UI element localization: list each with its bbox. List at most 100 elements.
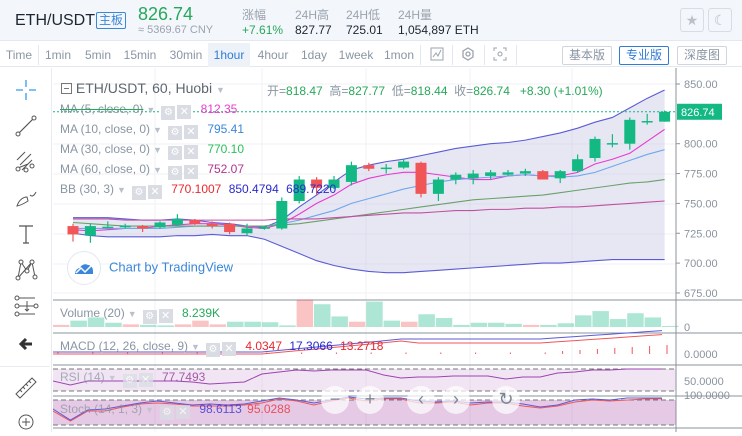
indicator-legend-bb[interactable]: BB (30, 3) ▼ ⚙ ✕ 770.1007 850.4794 689.7220 — [60, 182, 337, 200]
svg-text:750.00: 750.00 — [684, 198, 718, 210]
scroll-right-icon: › — [453, 389, 459, 409]
gear-icon[interactable]: ⚙ — [159, 406, 174, 420]
macd-legend[interactable]: MACD (12, 26, close, 9) ▼ ⚙ ✕ 4.0347 17.306… — [60, 339, 384, 357]
interval-1hour[interactable]: 1hour — [208, 43, 250, 67]
drawing-toolbar — [0, 68, 52, 432]
svg-text:0: 0 — [684, 322, 690, 334]
close-icon[interactable]: ✕ — [158, 309, 173, 323]
interval-4hour[interactable]: 4hour — [257, 48, 289, 62]
indicator-legend-ma10[interactable]: MA (10, close, 0) ▼ ⚙ ✕ 795.41 — [60, 122, 245, 140]
tradingview-watermark[interactable]: Chart by TradingView — [67, 251, 233, 285]
theme-toggle-button[interactable]: ☾ — [708, 8, 732, 32]
indicator-legend-ma30[interactable]: MA (30, close, 0) ▼ ⚙ ✕ 770.10 — [60, 142, 245, 160]
interval-5min[interactable]: 5min — [84, 48, 111, 62]
indicator-legend-ma5[interactable]: MA (5, close, 0) ▼ ⚙ ✕ 812.35 — [60, 102, 238, 120]
interval-1day[interactable]: 1day — [300, 48, 328, 62]
gear-icon[interactable]: ⚙ — [205, 343, 220, 357]
stoch-legend[interactable]: Stoch (14, 1, 3) ▼ ⚙ ✕ 98.6113 95.0288 — [60, 402, 291, 420]
text-icon[interactable] — [12, 220, 40, 248]
brush-icon[interactable] — [12, 184, 40, 212]
settings-icon — [462, 47, 474, 61]
collapse-icon[interactable] — [61, 83, 72, 94]
moon-icon: ☾ — [713, 12, 727, 28]
zoom-out-icon: − — [329, 389, 341, 409]
stat-volume: 24H量 1,054,897 ETH — [398, 8, 479, 37]
scroll-right-button[interactable]: › — [442, 386, 470, 414]
interval-15min[interactable]: 15min — [123, 48, 157, 62]
stat-low: 24H低 725.01 — [346, 8, 383, 37]
board-tag[interactable]: 主板 — [96, 12, 127, 29]
screenshot-icon — [493, 47, 507, 61]
svg-text:800.00: 800.00 — [684, 139, 718, 151]
close-icon[interactable]: ✕ — [183, 145, 198, 159]
interval-1min[interactable]: 1min — [44, 48, 71, 62]
close-icon[interactable]: ✕ — [221, 342, 236, 356]
ticker-header: ETH/USDT 主板 826.74 ≈ 5369.67 CNY 涨幅 +7.6… — [0, 0, 742, 41]
mode-basic-button[interactable]: 基本版 — [562, 46, 613, 65]
zoom-in-icon[interactable] — [12, 408, 40, 436]
measure-levels-icon[interactable] — [12, 292, 40, 320]
rsi-legend[interactable]: RSI (14) ▼ ⚙ ✕ 77.7493 — [60, 370, 206, 388]
crosshair-icon[interactable] — [12, 76, 40, 104]
stat-high: 24H高 827.77 — [295, 8, 332, 37]
gear-icon[interactable]: ⚙ — [142, 310, 157, 324]
zoom-in-icon: + — [364, 389, 376, 409]
favorite-button[interactable]: ★ — [680, 8, 704, 32]
svg-text:775.00: 775.00 — [684, 169, 718, 181]
stat-change: 涨幅 +7.61% — [242, 8, 284, 37]
close-icon[interactable]: ✕ — [183, 165, 198, 179]
volume-legend[interactable]: Volume (20) ▼ ⚙ ✕ 8.239K — [60, 306, 221, 324]
gear-icon[interactable]: ⚙ — [122, 374, 137, 388]
indicator-icon — [430, 47, 444, 61]
price-chart[interactable]: 850.00 800.00 775.00 750.00 725.00 700.00 675.… — [53, 68, 742, 432]
close-icon[interactable]: ✕ — [177, 105, 192, 119]
interval-toolbar: Time 1min 5min 15min 30min 1hour 4hour 1… — [0, 43, 742, 67]
interval-1mon[interactable]: 1mon — [383, 48, 415, 62]
close-icon[interactable]: ✕ — [175, 405, 190, 419]
reset-icon: ↻ — [498, 389, 514, 409]
star-icon: ★ — [685, 12, 699, 28]
pair-name: ETH/USDT — [15, 12, 95, 29]
mode-pro-button[interactable]: 专业版 — [619, 46, 670, 65]
zoom-out-button[interactable]: − — [321, 386, 349, 414]
interval-30min[interactable]: 30min — [169, 48, 203, 62]
gear-icon[interactable]: ⚙ — [167, 166, 182, 180]
svg-text:725.00: 725.00 — [684, 228, 718, 240]
svg-text:675.00: 675.00 — [684, 288, 718, 300]
close-icon[interactable]: ✕ — [183, 125, 198, 139]
gear-icon[interactable]: ⚙ — [167, 146, 182, 160]
gear-icon[interactable]: ⚙ — [161, 106, 176, 120]
screenshot-button[interactable] — [488, 43, 512, 67]
gear-icon[interactable]: ⚙ — [131, 186, 146, 200]
ohlc-legend: 开=818.47 高=827.77 低=818.44 收=826.74 +8.3… — [267, 84, 603, 98]
chart-area[interactable]: 850.00 800.00 775.00 750.00 725.00 700.00 675.… — [53, 68, 742, 432]
chevron-down-icon[interactable]: ▼ — [215, 85, 225, 95]
pattern-icon[interactable] — [12, 256, 40, 284]
trend-line-icon[interactable] — [12, 112, 40, 140]
chart-title-legend: ETH/USDT, 60, Huobi ▼ — [61, 80, 225, 96]
svg-text:50.0000: 50.0000 — [684, 376, 724, 388]
scroll-left-button[interactable]: ‹ — [407, 386, 435, 414]
last-price: 826.74 — [138, 4, 194, 24]
pitchfork-icon[interactable] — [12, 148, 40, 176]
cny-price: ≈ 5369.67 CNY — [138, 24, 214, 36]
close-icon[interactable]: ✕ — [138, 373, 153, 387]
zoom-in-button[interactable]: + — [356, 386, 384, 414]
scroll-left-icon: ‹ — [418, 389, 424, 409]
svg-text:826.74: 826.74 — [681, 107, 715, 119]
reset-chart-button[interactable]: ↻ — [492, 386, 520, 414]
close-icon[interactable]: ✕ — [147, 185, 162, 199]
interval-time[interactable]: Time — [5, 48, 33, 62]
indicator-button[interactable] — [425, 43, 449, 67]
svg-text:0.0000: 0.0000 — [684, 349, 718, 361]
tradingview-logo-icon — [67, 251, 101, 285]
chart-title: ETH/USDT, 60, Huobi — [75, 80, 213, 96]
interval-1week[interactable]: 1week — [338, 48, 374, 62]
settings-button[interactable] — [456, 43, 480, 67]
back-arrow-icon[interactable] — [12, 330, 40, 358]
ruler-icon[interactable] — [12, 374, 40, 402]
gear-icon[interactable]: ⚙ — [167, 126, 182, 140]
indicator-legend-ma60[interactable]: MA (60, close, 0) ▼ ⚙ ✕ 752.07 — [60, 162, 245, 180]
svg-text:700.00: 700.00 — [684, 258, 718, 270]
depth-chart-button[interactable]: 深度图 — [677, 46, 728, 65]
